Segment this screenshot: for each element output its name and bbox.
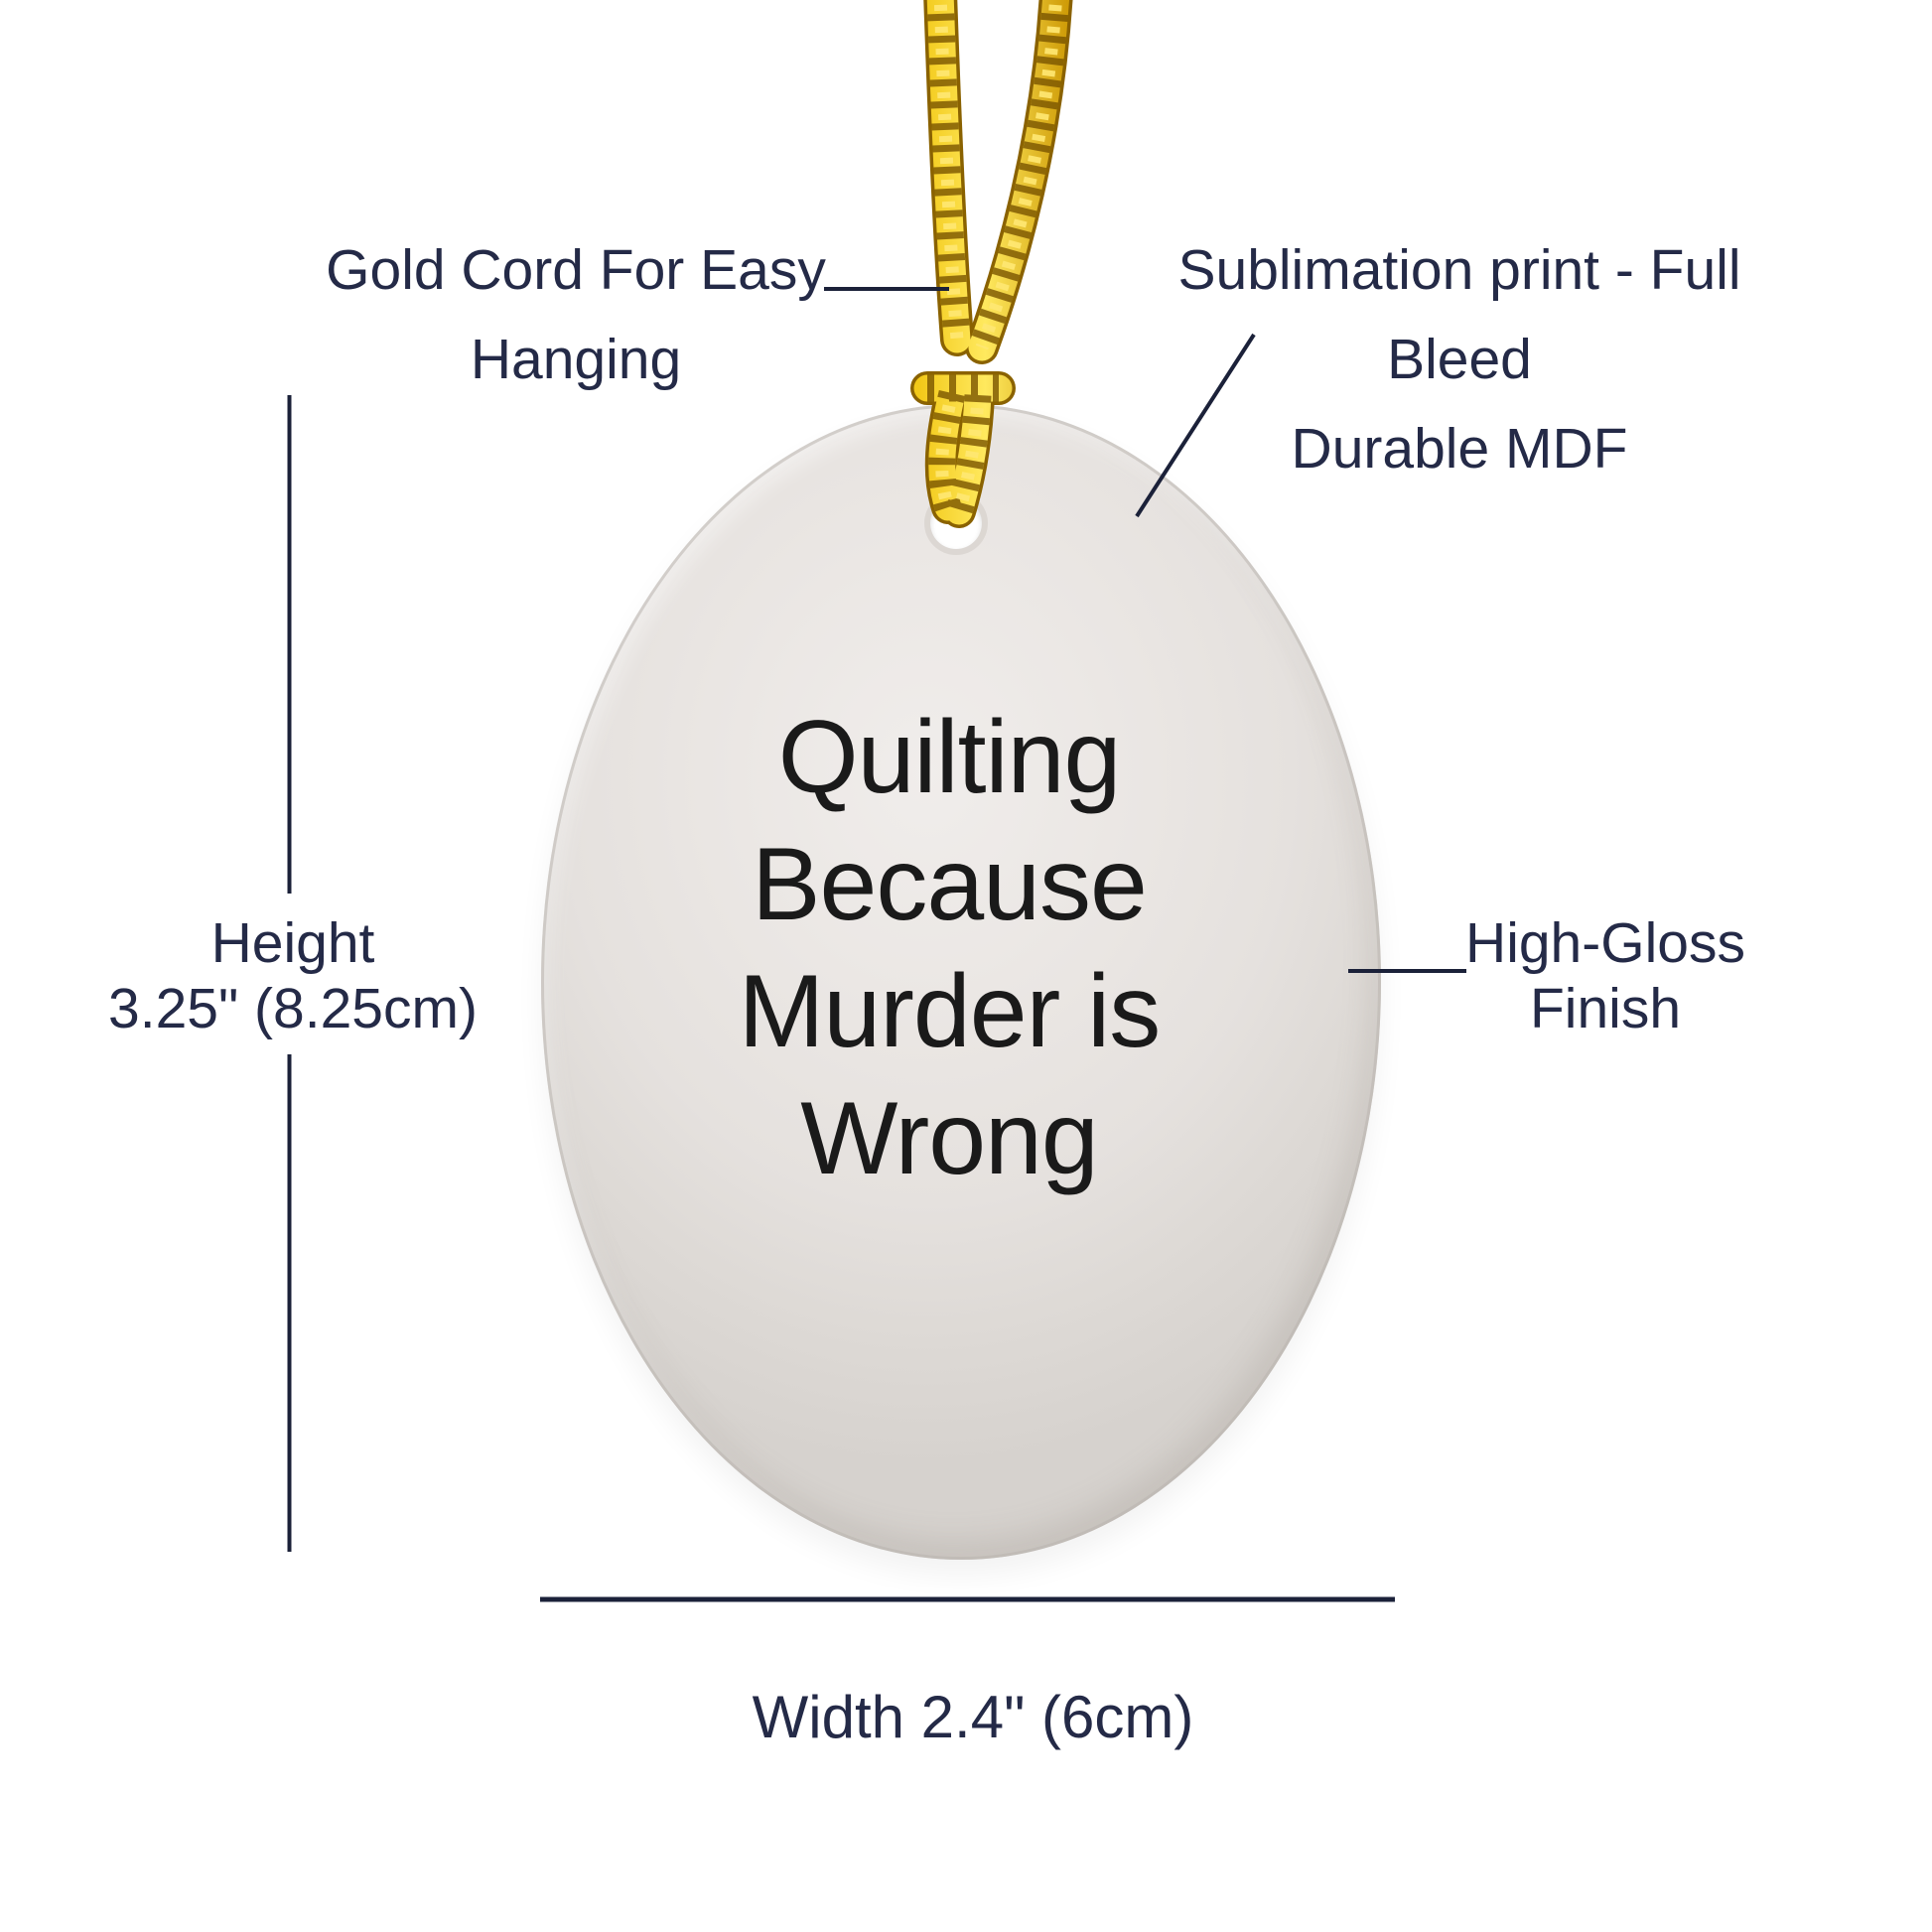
ornament-oval: Quilting Because Murder is Wrong <box>541 404 1381 1560</box>
gold-cord-left-strand <box>923 0 974 356</box>
dimension-width-label: Width 2.4" (6cm) <box>752 1684 1194 1750</box>
dimension-height-label: Height 3.25" (8.25cm) <box>108 911 478 1040</box>
ornament-quote: Quilting Because Murder is Wrong <box>738 700 1161 1196</box>
gold-cord-right-strand <box>965 0 1073 364</box>
callout-gold-cord: Gold Cord For Easy Hanging <box>326 238 826 391</box>
ornament-hanging-hole <box>930 497 982 549</box>
callout-high-gloss-finish: High-Gloss Finish <box>1465 911 1745 1040</box>
callout-sublimation-print: Sublimation print - Full Bleed Durable M… <box>1177 238 1741 481</box>
